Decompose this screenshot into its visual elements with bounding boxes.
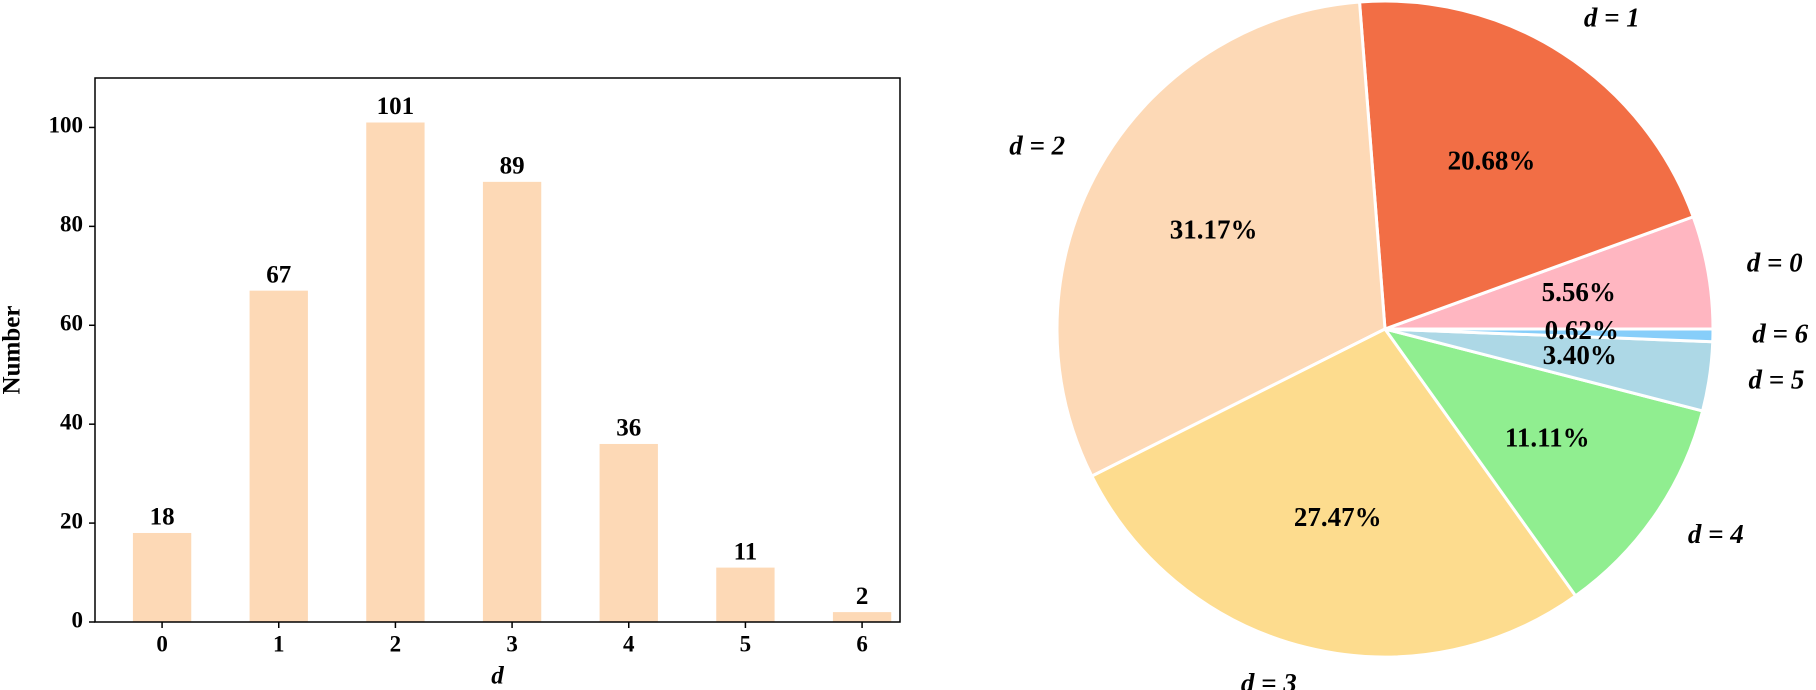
bar bbox=[832, 612, 892, 622]
bar bbox=[366, 122, 425, 622]
slice-category-label: d = 5 bbox=[1748, 365, 1804, 395]
plot-frame bbox=[94, 77, 901, 623]
pie-slice bbox=[1383, 327, 1715, 344]
slice-value-label: 0.62% bbox=[1545, 315, 1619, 345]
slice-value-label: 31.17% bbox=[1170, 214, 1258, 244]
x-tick-label: 5 bbox=[740, 631, 752, 656]
x-tick-label: 0 bbox=[156, 631, 168, 656]
slice-category-label: d = 3 bbox=[1241, 668, 1297, 690]
slice-value-label: 27.47% bbox=[1294, 502, 1382, 532]
bar bbox=[716, 567, 775, 622]
value-label: 89 bbox=[500, 153, 525, 180]
x-tick-label: 1 bbox=[273, 631, 285, 656]
value-label: 67 bbox=[266, 261, 291, 288]
x-tick-label: 4 bbox=[623, 631, 635, 656]
slice-category-label: d = 2 bbox=[1009, 131, 1065, 161]
slice-value-label: 11.11% bbox=[1505, 423, 1590, 453]
slice-category-label: d = 1 bbox=[1584, 2, 1640, 32]
value-label: 18 bbox=[150, 504, 175, 531]
slice-value-label: 3.40% bbox=[1543, 340, 1617, 370]
pie-slice bbox=[1055, 0, 1387, 478]
slice-category-label: d = 6 bbox=[1752, 318, 1808, 348]
slice-value-label: 20.68% bbox=[1448, 146, 1536, 176]
slice-category-label: d = 0 bbox=[1747, 247, 1803, 277]
x-tick-label: 6 bbox=[856, 631, 868, 656]
y-tick-label: 60 bbox=[60, 311, 83, 336]
x-axis-label: d bbox=[491, 663, 504, 690]
y-tick-label: 100 bbox=[49, 113, 84, 138]
bar bbox=[249, 290, 308, 622]
value-label: 11 bbox=[734, 538, 758, 565]
x-tick-label: 3 bbox=[506, 631, 518, 656]
value-label: 36 bbox=[616, 415, 641, 442]
pie-slice bbox=[1090, 327, 1578, 659]
bar bbox=[132, 532, 192, 622]
y-axis-label: Number bbox=[0, 306, 26, 395]
value-label: 2 bbox=[856, 583, 869, 610]
x-tick-label: 2 bbox=[390, 631, 402, 656]
bar bbox=[599, 443, 658, 622]
pie-slice bbox=[1358, 0, 1695, 331]
slice-category-label: d = 4 bbox=[1688, 519, 1744, 549]
y-tick-label: 40 bbox=[60, 409, 83, 434]
value-label: 101 bbox=[377, 93, 415, 120]
bar bbox=[482, 181, 542, 622]
y-tick-label: 0 bbox=[72, 607, 84, 632]
pie-slice bbox=[1383, 327, 1705, 598]
slice-value-label: 5.56% bbox=[1542, 277, 1616, 307]
y-tick-label: 80 bbox=[60, 212, 83, 237]
y-tick-label: 20 bbox=[60, 508, 83, 533]
